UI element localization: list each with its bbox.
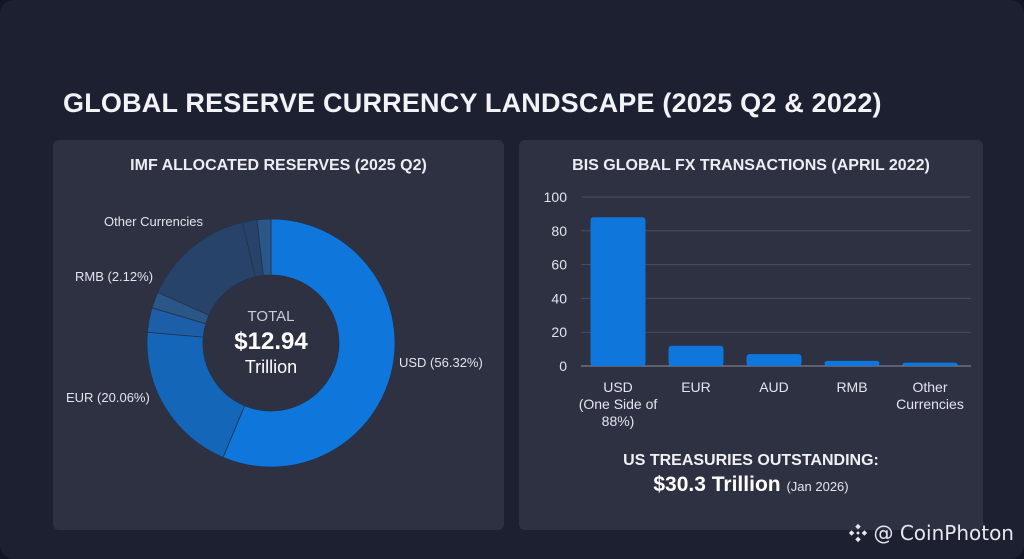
watermark: @ CoinPhoton (847, 521, 1014, 545)
y-tick-label: 0 (559, 358, 567, 374)
label-rmb: RMB (2.12%) (75, 269, 153, 284)
bar-usd (590, 217, 646, 366)
treasuries-title: US TREASURIES OUTSTANDING: (623, 452, 879, 469)
treasuries-value: $30.3 Trillion (653, 473, 781, 496)
x-tick-label: USD (One Side of 88%) (579, 379, 658, 429)
donut-chart-title: IMF ALLOCATED RESERVES (2025 Q2) (130, 157, 427, 174)
x-tick-label: AUD (759, 379, 789, 395)
label-other-currencies: Other Currencies (104, 214, 203, 229)
donut-slice-eur (146, 331, 246, 458)
treasuries-value-line: $30.3 Trillion (Jan 2026) (519, 473, 983, 497)
donut-center-value: $12.94 (234, 328, 308, 355)
treasuries-date: (Jan 2026) (786, 479, 849, 494)
binance-diamond-icon (849, 523, 868, 543)
imf-reserves-panel: IMF ALLOCATED RESERVES (2025 Q2) Other C… (53, 140, 504, 530)
bar-rmb (824, 360, 880, 366)
donut-center-unit: Trillion (245, 357, 297, 377)
watermark-text: @ CoinPhoton (873, 521, 1014, 545)
y-tick-label: 80 (551, 223, 567, 239)
y-tick-label: 40 (551, 290, 567, 306)
y-tick-label: 100 (544, 189, 568, 205)
donut-chart: Other Currencies RMB (2.12%) EUR (20.06%… (66, 214, 483, 468)
bar-aud (746, 354, 802, 366)
y-tick-label: 20 (551, 324, 567, 340)
bar-chart-title: BIS GLOBAL FX TRANSACTIONS (APRIL 2022) (572, 157, 930, 174)
y-tick-label: 60 (551, 257, 567, 273)
bar-chart: 0 20 40 60 80 100 USD (One Side of 88%) EUR AUD RM… (544, 189, 971, 429)
x-tick-label: RMB (836, 379, 867, 395)
donut-slice-usd (222, 218, 396, 468)
bar-eur (668, 345, 724, 366)
x-tick-label: EUR (681, 379, 711, 395)
label-eur: EUR (20.06%) (66, 390, 150, 405)
donut-center-label: TOTAL (248, 308, 295, 325)
bar-other (902, 362, 958, 366)
donut-slice-unlabeled-3 (256, 218, 272, 276)
page-title: GLOBAL RESERVE CURRENCY LANDSCAPE (2025 … (63, 88, 882, 118)
label-usd: USD (56.32%) (399, 355, 483, 370)
x-tick-label: Other Currencies (896, 379, 964, 412)
bis-fx-panel: BIS GLOBAL FX TRANSACTIONS (APRIL 2022) … (519, 140, 983, 530)
